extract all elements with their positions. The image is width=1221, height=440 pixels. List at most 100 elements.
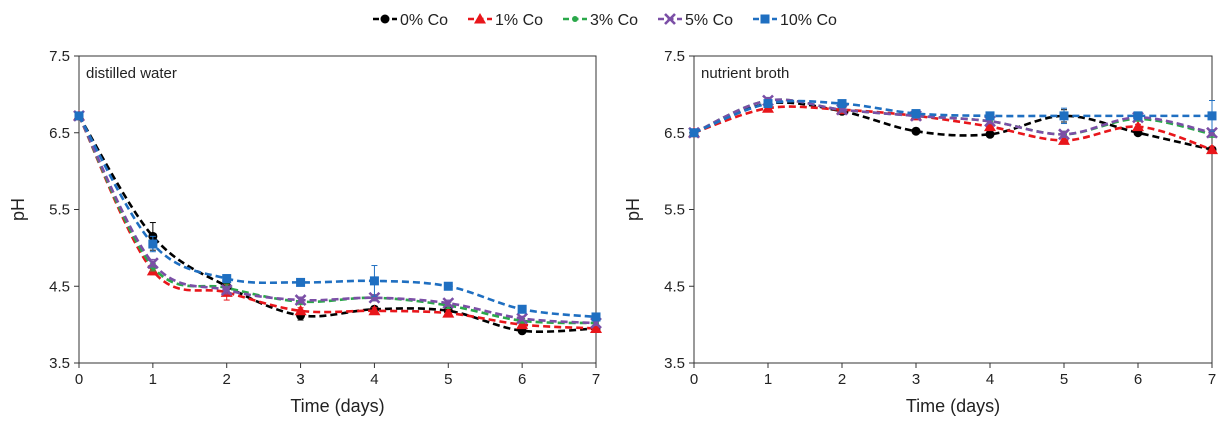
x-tick-label: 6 <box>1134 371 1142 388</box>
y-tick-label: 5.5 <box>664 202 685 219</box>
data-point-10-co <box>369 276 379 286</box>
legend-label-5-co: 5% Co <box>685 12 733 29</box>
data-point-10-co <box>74 111 84 121</box>
data-point-5-co <box>146 257 159 270</box>
x-tick-label: 1 <box>764 371 772 388</box>
x-axis-title: Time (days) <box>290 396 384 416</box>
data-point-1-co <box>1132 120 1144 132</box>
y-tick-label: 3.5 <box>49 355 70 372</box>
data-point-10-co <box>443 281 453 291</box>
series-10-co <box>74 111 601 322</box>
data-point-10-co <box>296 277 306 287</box>
y-tick-label: 6.5 <box>664 125 685 142</box>
data-point-1-co <box>442 307 455 318</box>
legend-item-10-co: 10% Co <box>753 12 837 29</box>
y-tick-label: 3.5 <box>664 355 685 372</box>
y-tick-label: 6.5 <box>49 125 70 142</box>
data-point-0-co <box>985 129 995 139</box>
data-point-1-co <box>294 304 307 316</box>
x-tick-label: 0 <box>690 371 698 388</box>
data-point-1-co <box>368 304 381 316</box>
y-tick-label: 4.5 <box>49 278 70 295</box>
x-tick-label: 1 <box>149 371 157 388</box>
data-point-5-co <box>294 294 307 306</box>
panel-label: distilled water <box>86 65 177 82</box>
x-tick-label: 7 <box>1208 371 1216 388</box>
series-1-co <box>688 102 1218 155</box>
y-tick-label: 5.5 <box>49 202 70 219</box>
data-point-10-co <box>911 109 921 119</box>
series-10-co <box>689 99 1217 138</box>
legend-label-3-co: 3% Co <box>590 12 638 29</box>
series-line-3-co <box>77 115 597 325</box>
legend-marker-1-co <box>474 13 486 24</box>
x-tick-label: 3 <box>296 371 304 388</box>
data-point-10-co <box>222 274 232 284</box>
data-point-5-co <box>1058 128 1070 141</box>
chart-panel-distilled-water: 0 1 2 3 4 5 6 7 3.5 4.5 5.5 6.5 7.5 Time (days) pH dist… <box>8 48 602 416</box>
data-point-10-co <box>1207 111 1217 121</box>
chart-panel-nutrient-broth: 0 1 2 3 4 5 6 7 3.5 4.5 5.5 6.5 7.5 Time (days) pH nutr… <box>623 48 1218 416</box>
x-tick-label: 5 <box>1060 371 1068 388</box>
series-line-1-co <box>693 105 1213 151</box>
data-point-10-co <box>763 99 773 109</box>
legend-marker-5-co <box>664 13 676 25</box>
series-5-co <box>73 109 602 330</box>
x-tick-label: 2 <box>223 371 231 388</box>
legend: 0% Co 1% Co 3% Co 5% Co 10% Co <box>373 12 837 29</box>
x-tick-label: 5 <box>444 371 452 388</box>
data-point-5-co <box>368 291 381 304</box>
x-axis-title: Time (days) <box>906 396 1000 416</box>
data-point-1-co <box>1206 143 1218 155</box>
legend-item-3-co: 3% Co <box>563 12 638 29</box>
legend-marker-3-co <box>572 16 578 22</box>
data-point-5-co <box>220 284 233 297</box>
data-point-10-co <box>689 128 699 138</box>
data-point-1-co <box>984 120 996 132</box>
series-3-co <box>76 112 599 327</box>
series-line-0-co <box>77 115 597 334</box>
series-0-co <box>74 111 601 336</box>
x-tick-label: 2 <box>838 371 846 388</box>
x-tick-label: 7 <box>592 371 600 388</box>
data-point-10-co <box>517 304 527 314</box>
data-point-10-co <box>1133 111 1143 121</box>
y-axis-title: pH <box>8 198 28 221</box>
legend-item-0-co: 0% Co <box>373 12 448 29</box>
legend-marker-0-co <box>380 14 390 24</box>
data-point-1-co <box>516 318 529 330</box>
data-point-1-co <box>590 322 602 333</box>
y-tick-label: 7.5 <box>49 48 70 65</box>
data-point-10-co <box>148 239 158 249</box>
legend-item-1-co: 1% Co <box>468 12 543 29</box>
y-axis-title: pH <box>623 198 643 221</box>
x-tick-label: 0 <box>75 371 83 388</box>
series-line-1-co <box>77 115 597 330</box>
data-point-10-co <box>591 312 601 322</box>
legend-label-0-co: 0% Co <box>400 12 448 29</box>
y-tick-label: 4.5 <box>664 278 685 295</box>
data-point-0-co <box>911 126 921 136</box>
legend-marker-10-co <box>760 14 770 24</box>
y-tick-label: 7.5 <box>664 48 685 65</box>
panel-label: nutrient broth <box>701 65 789 82</box>
legend-label-10-co: 10% Co <box>780 12 837 29</box>
data-point-10-co <box>985 111 995 121</box>
x-tick-label: 6 <box>518 371 526 388</box>
x-tick-label: 4 <box>986 371 994 388</box>
series-line-5-co <box>77 115 597 325</box>
series-line-10-co <box>77 115 597 319</box>
data-point-5-co <box>442 297 455 310</box>
data-point-10-co <box>1059 111 1069 121</box>
x-tick-label: 4 <box>370 371 378 388</box>
legend-item-5-co: 5% Co <box>658 12 733 29</box>
series-line-10-co <box>693 99 1212 134</box>
series-line-0-co <box>693 101 1213 151</box>
x-tick-label: 3 <box>912 371 920 388</box>
legend-label-1-co: 1% Co <box>495 12 543 29</box>
data-point-1-co <box>1058 134 1070 145</box>
data-point-10-co <box>837 99 847 109</box>
data-point-5-co <box>516 312 529 325</box>
